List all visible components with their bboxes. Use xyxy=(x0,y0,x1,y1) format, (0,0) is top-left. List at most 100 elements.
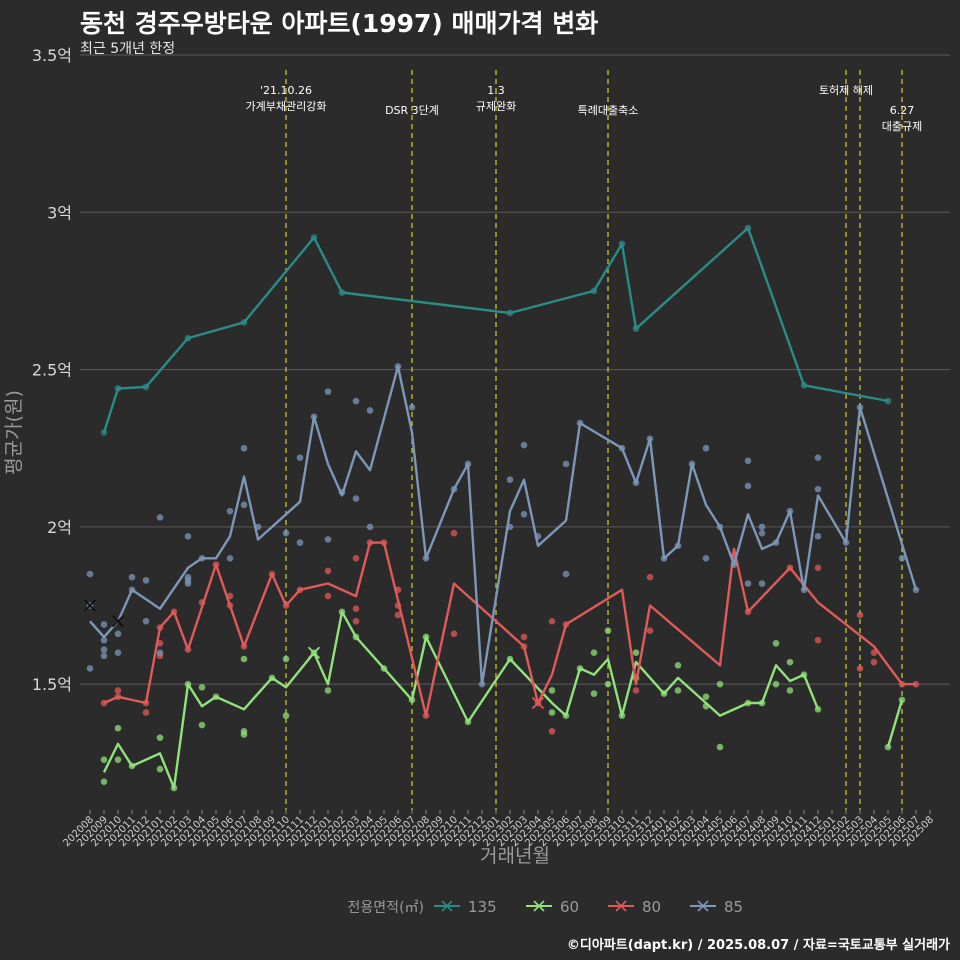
min-marker-stroke xyxy=(531,696,545,710)
min-marker-60 xyxy=(307,646,321,659)
legend-swatch-cross xyxy=(441,900,453,912)
legend-label: 85 xyxy=(724,898,743,916)
data-point-80 xyxy=(856,665,864,672)
data-point-85 xyxy=(520,510,528,518)
min-marker-85 xyxy=(111,615,125,628)
data-point-60 xyxy=(590,690,598,697)
data-point-60 xyxy=(716,743,724,751)
min-marker-stroke xyxy=(111,615,125,628)
data-point-60 xyxy=(114,756,122,763)
data-point-60 xyxy=(590,649,598,657)
grid-layer xyxy=(80,54,950,685)
data-point-80 xyxy=(646,573,654,581)
min-marker-85 xyxy=(83,599,97,612)
data-point-80 xyxy=(114,687,122,694)
data-point-85 xyxy=(324,536,332,543)
data-point-80 xyxy=(870,658,878,666)
data-point-80 xyxy=(646,627,654,634)
series-line-135 xyxy=(102,226,889,433)
data-point-85 xyxy=(702,444,710,452)
data-point-85 xyxy=(898,555,906,562)
y-tick-label: 2억 xyxy=(47,518,72,537)
data-point-80 xyxy=(814,564,822,572)
legend-swatch-cross xyxy=(533,900,545,912)
data-point-80 xyxy=(450,630,458,638)
data-point-60 xyxy=(282,712,290,719)
data-point-60 xyxy=(716,680,724,688)
data-point-80 xyxy=(870,649,878,657)
data-point-85 xyxy=(520,441,528,449)
data-point-60 xyxy=(100,756,108,763)
event-label: 대출규제 xyxy=(882,120,922,133)
data-point-80 xyxy=(352,617,360,625)
legend-swatch-cross xyxy=(697,900,709,912)
data-point-60 xyxy=(786,687,794,694)
y-axis-title: 평균가(원) xyxy=(3,390,25,475)
legend-item-85: 85 xyxy=(690,898,743,916)
data-point-80 xyxy=(450,529,458,537)
data-point-85 xyxy=(814,533,822,540)
data-point-85 xyxy=(366,523,374,531)
event-label: '21.10.26 xyxy=(260,84,312,97)
data-point-80 xyxy=(394,611,402,619)
legend-title: 전용면적(㎡) xyxy=(348,900,424,916)
data-point-80 xyxy=(520,633,528,641)
data-point-85 xyxy=(86,665,94,672)
data-point-85 xyxy=(100,621,108,628)
data-point-85 xyxy=(758,580,766,587)
data-point-85 xyxy=(100,646,108,653)
event-label: DSR 3단계 xyxy=(385,104,439,117)
data-point-60 xyxy=(156,734,164,741)
data-point-60 xyxy=(604,680,612,688)
data-point-85 xyxy=(142,577,150,584)
series-line-60 xyxy=(886,699,904,748)
series-line-60 xyxy=(102,610,820,790)
data-point-60 xyxy=(604,627,612,634)
data-point-85 xyxy=(100,636,108,644)
data-point-60 xyxy=(674,661,682,669)
legend-swatch-cross xyxy=(615,900,627,912)
data-point-80 xyxy=(814,636,822,644)
data-point-85 xyxy=(226,555,234,562)
data-point-85 xyxy=(240,501,248,509)
y-tick-label: 1.5억 xyxy=(32,675,72,694)
data-point-80 xyxy=(142,709,150,716)
legend-item-80: 80 xyxy=(608,898,661,916)
data-point-85 xyxy=(226,507,234,515)
event-label: 특례대출축소 xyxy=(578,104,639,117)
data-point-60 xyxy=(786,658,794,666)
y-tick-label: 3.5억 xyxy=(32,46,72,65)
data-point-85 xyxy=(184,580,192,587)
data-point-85 xyxy=(352,397,360,405)
data-point-60 xyxy=(548,687,556,694)
event-label: 토허제 해제 xyxy=(819,83,873,97)
data-point-85 xyxy=(156,514,164,521)
data-point-85 xyxy=(744,580,752,587)
axis-layer: 1.5억2억2.5억3억3.5억202008202009202010202011… xyxy=(3,46,936,867)
y-tick-label: 2.5억 xyxy=(32,361,72,380)
data-point-60 xyxy=(548,709,556,716)
data-point-85 xyxy=(142,617,150,625)
data-point-60 xyxy=(114,724,122,732)
min-marker-stroke xyxy=(83,599,97,612)
data-point-60 xyxy=(240,655,248,663)
data-point-85 xyxy=(128,573,136,581)
legend-label: 60 xyxy=(560,898,579,916)
data-point-60 xyxy=(702,693,710,701)
data-point-85 xyxy=(814,485,822,493)
data-point-85 xyxy=(114,630,122,638)
data-point-80 xyxy=(632,687,640,694)
min-marker-80 xyxy=(531,696,545,710)
data-point-135 xyxy=(884,397,892,405)
data-point-85 xyxy=(744,482,752,490)
data-point-85 xyxy=(324,388,332,395)
event-label: 1.3 xyxy=(487,84,505,97)
legend-item-60: 60 xyxy=(526,898,579,916)
data-point-85 xyxy=(758,523,766,531)
legend-item-135: 135 xyxy=(434,898,497,916)
chart-title: 동천 경주우방타운 아파트(1997) 매매가격 변화 xyxy=(80,9,599,38)
data-point-80 xyxy=(324,567,332,575)
source-credit: ©디아파트(dapt.kr) / 2025.08.07 / 자료=국토교통부 실… xyxy=(566,938,950,953)
data-point-85 xyxy=(562,460,570,468)
data-point-85 xyxy=(562,570,570,578)
